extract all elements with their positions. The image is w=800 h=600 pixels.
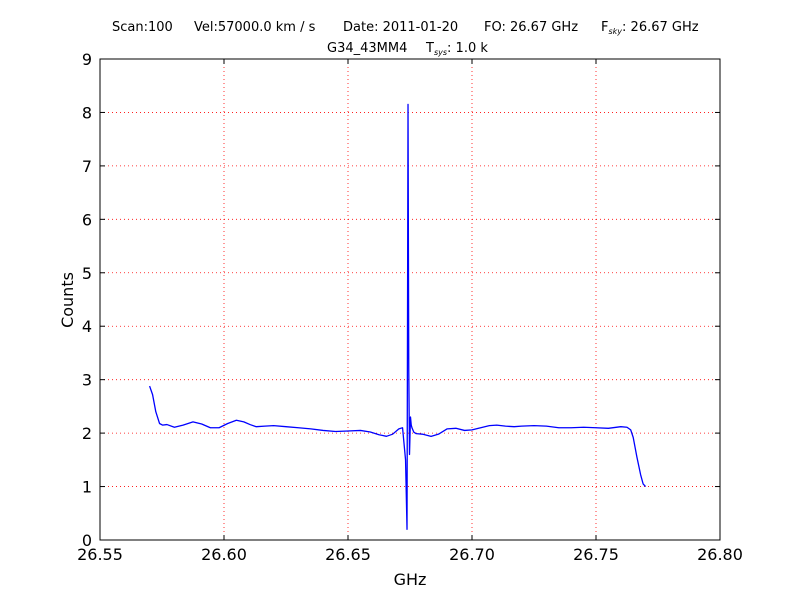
y-axis-label: Counts [58,272,77,328]
x-tick-label: 26.60 [201,545,247,564]
title-tsys: Tsys: 1.0 k [425,41,488,57]
x-tick-label: 26.80 [697,545,743,564]
y-tick-label: 5 [82,264,92,283]
y-tick-label: 4 [82,317,92,336]
x-tick-label: 26.70 [449,545,495,564]
fsky-prefix: F [601,20,608,35]
grid [100,59,720,540]
y-tick-label: 9 [82,50,92,69]
fsky-subscript: sky [608,27,622,36]
y-tick-label: 8 [82,103,92,122]
x-tick-label: 26.75 [573,545,619,564]
title-source: G34_43MM4 [327,41,407,56]
y-tick-label: 1 [82,478,92,497]
fsky-suffix: : 26.67 GHz [622,20,699,35]
ticks: 26.55 26.60 26.65 26.70 26.75 26.80 0 1 2 3 4 5 6 7 8 9 [77,50,743,564]
plot-area [148,103,647,530]
plot-frame [99,58,721,541]
y-tick-label: 0 [82,531,92,550]
tsys-subscript: sys [434,48,447,57]
y-tick-label: 2 [82,424,92,443]
title-date: Date: 2011-01-20 [343,20,458,35]
y-tick-label: 6 [82,210,92,229]
x-axis-label: GHz [394,570,427,589]
title-fo: FO: 26.67 GHz [484,20,578,35]
x-tick-label: 26.55 [77,545,123,564]
y-tick-label: 7 [82,157,92,176]
title-fsky: Fsky: 26.67 GHz [601,20,699,36]
tsys-prefix: T [425,41,434,56]
y-tick-label: 3 [82,371,92,390]
x-tick-label: 26.65 [325,545,371,564]
tsys-suffix: : 1.0 k [447,41,488,56]
spectrum-line [148,103,647,530]
title-scan: Scan:100 [112,20,173,35]
title-velocity: Vel:57000.0 km / s [194,20,316,35]
